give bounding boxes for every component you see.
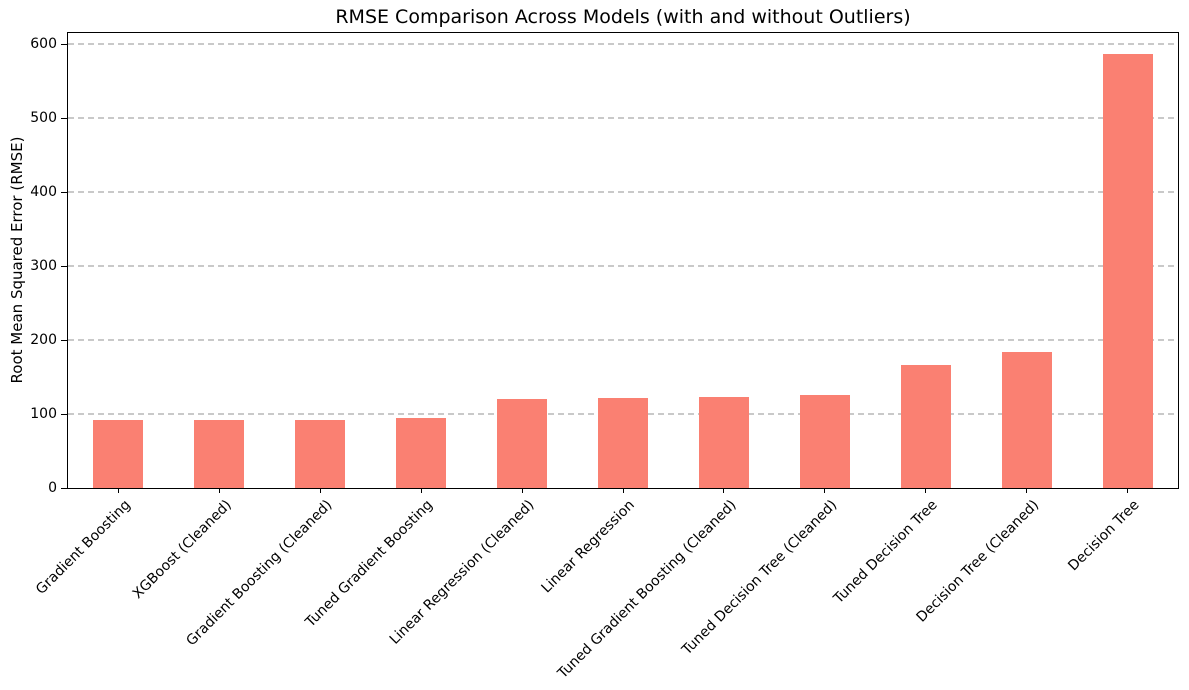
gridline-600 [68, 43, 1178, 46]
bar-3 [396, 418, 447, 488]
x-tick-mark-4 [521, 488, 523, 493]
x-tick-mark-6 [723, 488, 725, 493]
y-tick-mark-200 [61, 339, 67, 341]
x-tick-mark-9 [1026, 488, 1028, 493]
bar-9 [1001, 351, 1052, 488]
y-tick-mark-0 [61, 487, 67, 489]
x-tick-mark-3 [420, 488, 422, 493]
bar-8 [900, 365, 951, 488]
gridline-400 [68, 191, 1178, 194]
bar-4 [497, 399, 548, 488]
plot-area [67, 32, 1179, 489]
x-tick-mark-0 [117, 488, 119, 493]
bar-1 [194, 419, 245, 488]
bar-5 [598, 397, 648, 488]
x-tick-mark-1 [218, 488, 220, 493]
gridline-500 [68, 117, 1178, 120]
x-tick-mark-10 [1127, 488, 1129, 493]
x-tick-mark-8 [925, 488, 927, 493]
bar-2 [295, 419, 346, 488]
bar-10 [1102, 54, 1153, 488]
x-tick-mark-2 [319, 488, 321, 493]
x-tick-mark-7 [824, 488, 826, 493]
gridline-200 [68, 339, 1178, 342]
bar-6 [698, 397, 749, 488]
y-tick-mark-100 [61, 413, 67, 415]
bar-0 [93, 419, 144, 488]
bar-7 [799, 394, 850, 488]
y-tick-mark-600 [61, 43, 67, 45]
chart-title: RMSE Comparison Across Models (with and … [335, 6, 911, 28]
y-tick-mark-400 [61, 191, 67, 193]
x-tick-mark-5 [622, 488, 624, 493]
y-tick-mark-300 [61, 265, 67, 267]
y-tick-mark-500 [61, 117, 67, 119]
gridline-300 [68, 265, 1178, 268]
